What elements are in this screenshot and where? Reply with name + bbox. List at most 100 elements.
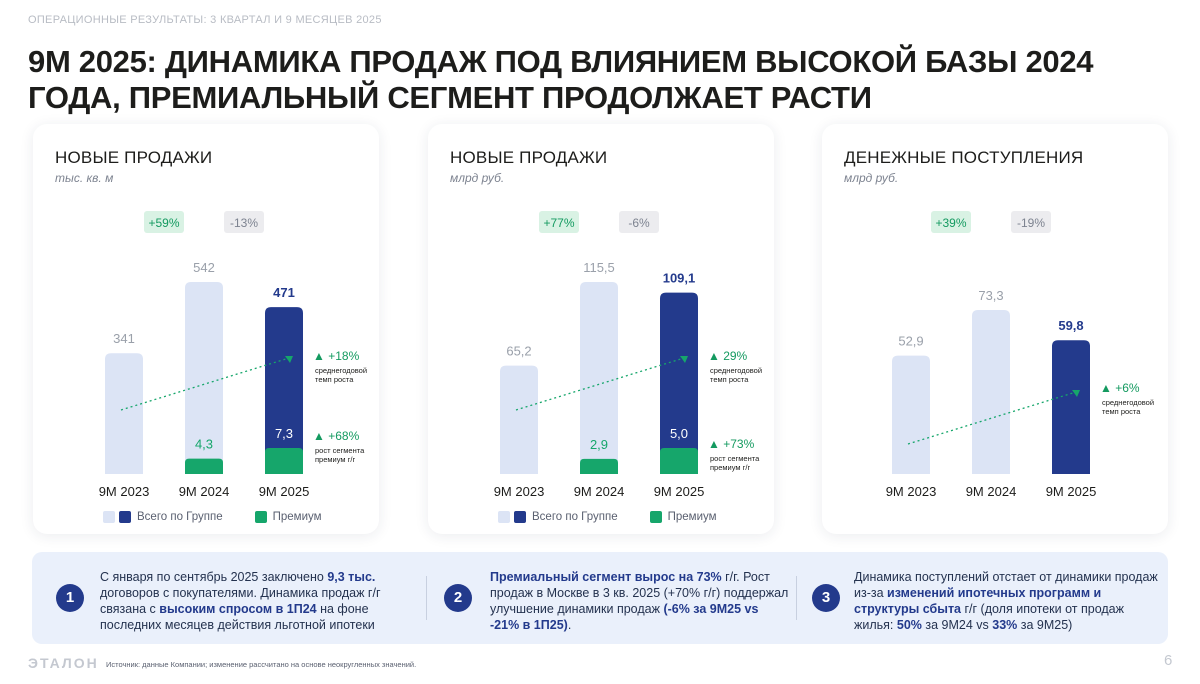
panel-unit: тыс. кв. м xyxy=(55,171,114,185)
cagr-label-line: темп роста xyxy=(1102,407,1141,416)
growth-badge-bg xyxy=(619,211,659,233)
x-tick-label: 9M 2023 xyxy=(886,484,937,499)
trend-line xyxy=(515,357,685,411)
cagr-value: ▲ +6% xyxy=(1100,381,1140,395)
legend-label-total: Всего по Группе xyxy=(532,511,618,523)
company-logo: ЭТАЛОН xyxy=(28,655,99,671)
x-tick-label: 9M 2024 xyxy=(179,484,230,499)
divider xyxy=(796,576,797,620)
note-3: 3 Динамика поступлений отстает от динами… xyxy=(802,552,1168,644)
legend: Всего по Группе Премиум xyxy=(498,511,717,523)
x-tick-label: 9M 2024 xyxy=(966,484,1017,499)
growth-badge-text: +59% xyxy=(148,216,179,230)
trend-arrowhead xyxy=(1072,390,1080,397)
trend-line xyxy=(120,357,290,411)
data-label-total: 59,8 xyxy=(1058,318,1083,333)
cagr-value: ▲ 29% xyxy=(708,349,748,363)
premium-growth-label-line: премиум г/г xyxy=(710,463,750,472)
section-label: ОПЕРАЦИОННЫЕ РЕЗУЛЬТАТЫ: 3 КВАРТАЛ И 9 М… xyxy=(28,14,382,26)
bar-total xyxy=(972,310,1010,474)
legend-swatch-total-light xyxy=(103,511,115,523)
premium-growth-label-line: рост сегмента xyxy=(315,446,365,455)
panel-title: НОВЫЕ ПРОДАЖИ xyxy=(55,148,213,167)
premium-growth-label-line: рост сегмента xyxy=(710,454,760,463)
data-label-total: 65,2 xyxy=(506,344,531,359)
bar-total xyxy=(580,282,618,474)
legend-swatch-total-light xyxy=(498,511,510,523)
cagr-label-line: темп роста xyxy=(710,375,749,384)
bar-premium xyxy=(265,448,303,474)
bar-total xyxy=(185,282,223,474)
note-1: 1 С января по сентябрь 2025 заключено 9,… xyxy=(32,552,422,644)
premium-growth-value: ▲ +73% xyxy=(708,437,755,451)
legend: Всего по Группе Премиум xyxy=(103,511,322,523)
bar-total xyxy=(500,365,538,474)
note-number: 1 xyxy=(56,584,84,612)
data-label-premium: 4,3 xyxy=(195,437,213,452)
cagr-label-line: среднегодовой xyxy=(1102,398,1154,407)
bar-total xyxy=(265,307,303,474)
data-label-total: 542 xyxy=(193,260,215,275)
trend-line xyxy=(907,391,1077,445)
trend-arrowhead xyxy=(680,356,688,363)
bar-chart: 52,9 9M 2023 73,3 9M 2024 59,8 9M 2025 +39% -19… xyxy=(886,211,1154,499)
data-label-total: 115,5 xyxy=(583,260,615,275)
panel-new-sales-rub: НОВЫЕ ПРОДАЖИ млрд руб. 65,2 9M 2023 115,5… xyxy=(428,124,774,534)
page-number: 6 xyxy=(1164,652,1173,669)
growth-badge-text: -13% xyxy=(230,216,258,230)
key-notes: 1 С января по сентябрь 2025 заключено 9,… xyxy=(32,552,1168,644)
data-label-premium: 2,9 xyxy=(590,437,608,452)
x-tick-label: 9M 2025 xyxy=(259,484,310,499)
source-note: Источник: данные Компании; изменение рас… xyxy=(106,660,417,669)
note-text: Динамика поступлений отстает от динамики… xyxy=(854,570,1158,632)
note-number: 2 xyxy=(444,584,472,612)
x-tick-label: 9M 2023 xyxy=(494,484,545,499)
legend-swatch-total-dark xyxy=(119,511,131,523)
note-2: 2 Премиальный сегмент вырос на 73% г/г. … xyxy=(432,552,798,644)
legend-swatch-premium xyxy=(254,511,267,523)
panel-unit: млрд руб. xyxy=(844,171,899,185)
cagr-label-line: среднегодовой xyxy=(315,366,367,375)
bar-total xyxy=(105,353,143,474)
note-number: 3 xyxy=(812,584,840,612)
growth-badge-text: -6% xyxy=(628,216,650,230)
premium-growth-label-line: премиум г/г xyxy=(315,455,355,464)
note-text: Премиальный сегмент вырос на 73% г/г. Ро… xyxy=(490,570,789,632)
x-tick-label: 9M 2025 xyxy=(654,484,705,499)
bar-chart: 341 9M 2023 542 9M 2024 4,3 471 9M 2025 7,3 +59%… xyxy=(99,211,367,499)
growth-badge-bg xyxy=(539,211,579,233)
growth-badge-text: +39% xyxy=(935,216,966,230)
x-tick-label: 9M 2023 xyxy=(99,484,150,499)
legend-label-premium: Премиум xyxy=(272,511,322,523)
note-text: С января по сентябрь 2025 заключено 9,3 … xyxy=(100,570,381,632)
bar-premium xyxy=(660,448,698,474)
data-label-total: 73,3 xyxy=(978,288,1003,303)
bar-total xyxy=(1052,340,1090,474)
bar-premium xyxy=(580,458,618,474)
data-label-total: 471 xyxy=(273,285,295,300)
data-label-total: 109,1 xyxy=(663,271,696,286)
growth-badge-bg xyxy=(931,211,971,233)
data-label-premium: 7,3 xyxy=(275,426,293,441)
legend-swatch-total-dark xyxy=(514,511,526,523)
divider xyxy=(426,576,427,620)
bar-premium xyxy=(185,458,223,474)
panel-unit: млрд руб. xyxy=(450,171,505,185)
cagr-value: ▲ +18% xyxy=(313,349,360,363)
premium-growth-value: ▲ +68% xyxy=(313,429,360,443)
growth-badge-text: +77% xyxy=(543,216,574,230)
data-label-total: 341 xyxy=(113,331,135,346)
growth-badge-text: -19% xyxy=(1017,216,1045,230)
growth-badge-bg xyxy=(224,211,264,233)
legend-label-premium: Премиум xyxy=(667,511,717,523)
data-label-total: 52,9 xyxy=(898,334,923,349)
bar-total xyxy=(892,355,930,474)
growth-badge-bg xyxy=(1011,211,1051,233)
legend-label-total: Всего по Группе xyxy=(137,511,223,523)
trend-arrowhead xyxy=(285,356,293,363)
bar-total xyxy=(660,292,698,474)
panel-title: НОВЫЕ ПРОДАЖИ xyxy=(450,148,608,167)
panel-title: ДЕНЕЖНЫЕ ПОСТУПЛЕНИЯ xyxy=(844,148,1084,167)
panel-new-sales-sqm: НОВЫЕ ПРОДАЖИ тыс. кв. м 341 9M 2023 542 9M… xyxy=(33,124,379,534)
growth-badge-bg xyxy=(144,211,184,233)
